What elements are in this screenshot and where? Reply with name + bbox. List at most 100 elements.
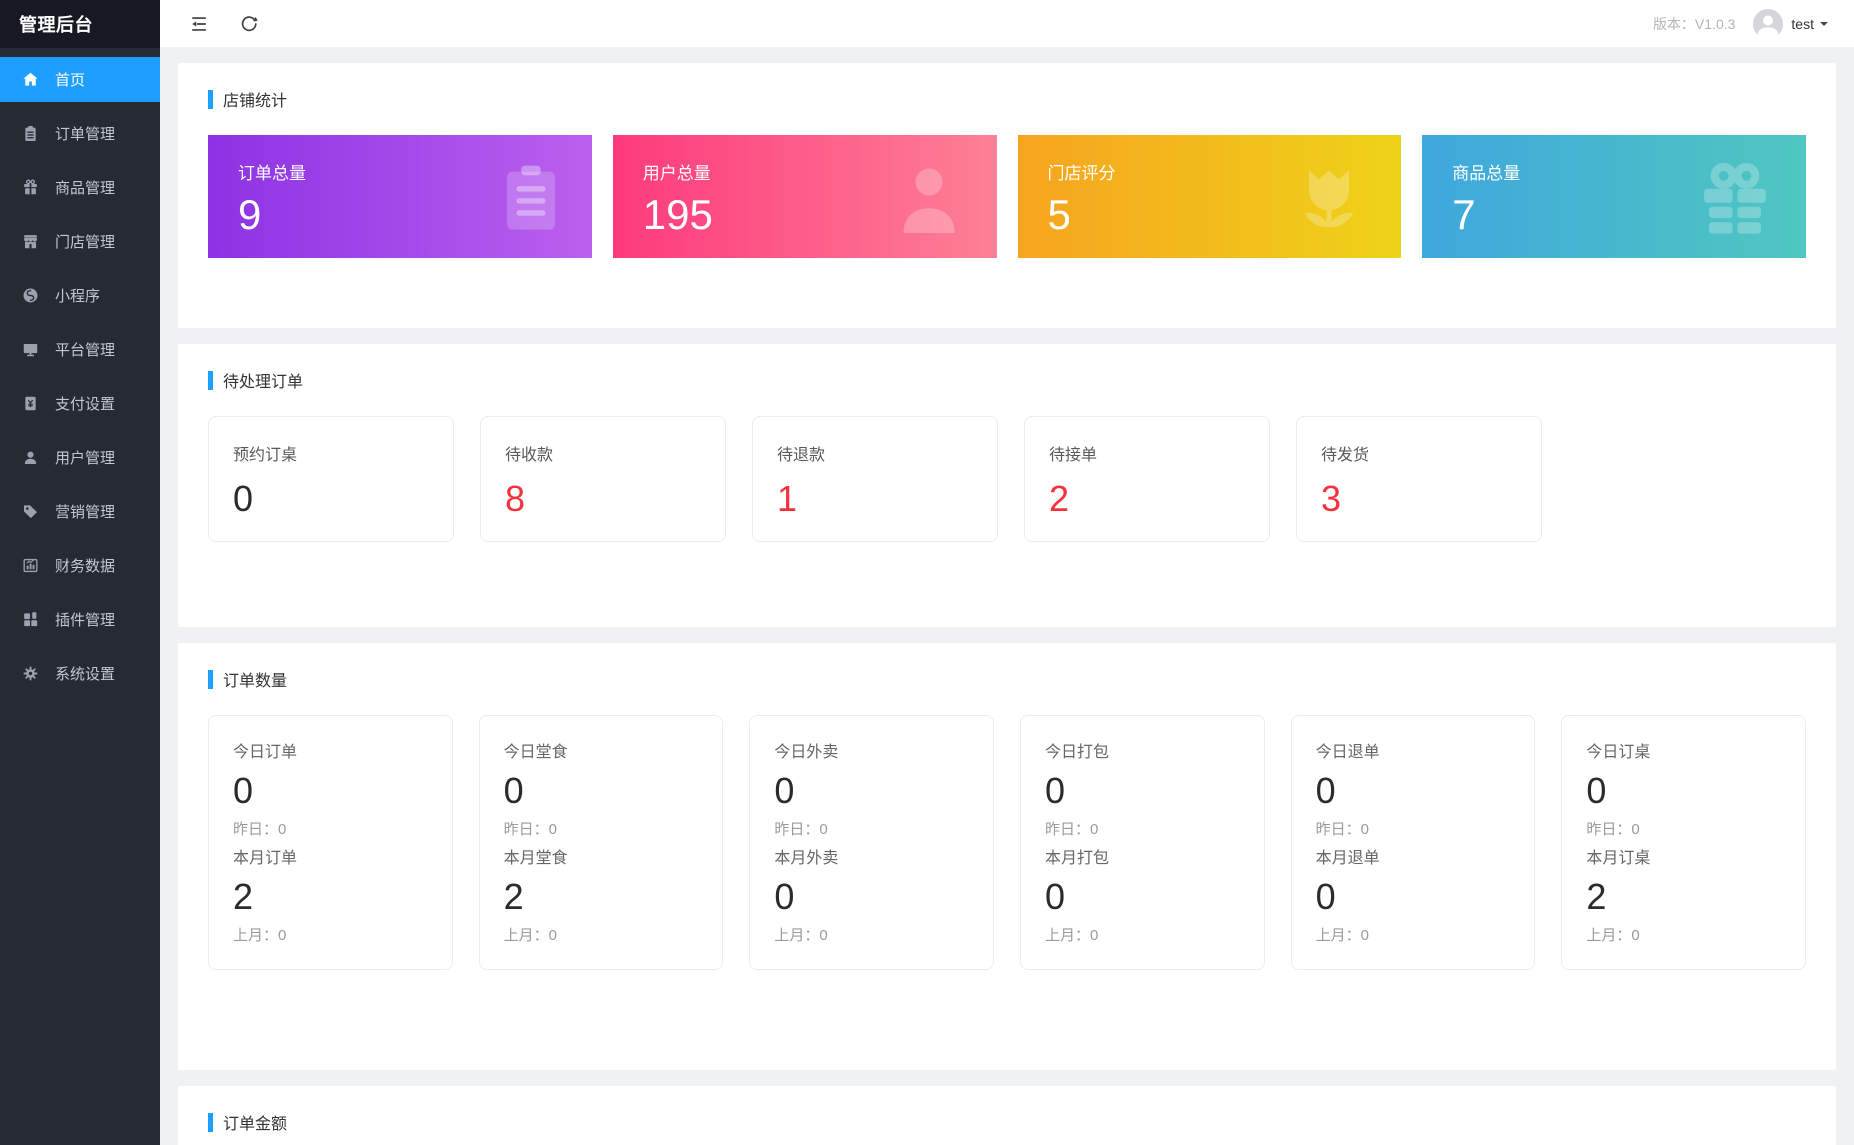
sidebar-item-label: 订单管理 bbox=[55, 126, 116, 143]
pending-card-awaiting-accept: 待接单 2 bbox=[1024, 416, 1270, 542]
chart-icon bbox=[21, 556, 40, 575]
count-yesterday: 昨日：0 bbox=[233, 821, 287, 838]
count-card-today-dinein: 今日堂食 0 昨日：0 本月堂食 2 上月：0 bbox=[478, 715, 724, 970]
count-month-value: 0 bbox=[774, 876, 795, 917]
sidebar-item-label: 门店管理 bbox=[55, 234, 116, 251]
count-value: 0 bbox=[774, 770, 795, 811]
sidebar-item-label: 首页 bbox=[55, 72, 86, 89]
count-card-today-tables: 今日订桌 0 昨日：0 本月订桌 2 上月：0 bbox=[1561, 715, 1806, 970]
count-card-today-refunds: 今日退单 0 昨日：0 本月退单 0 上月：0 bbox=[1290, 715, 1536, 970]
count-last-month: 上月：0 bbox=[1586, 927, 1640, 944]
count-month-value: 2 bbox=[233, 876, 254, 917]
section-title-order-counts: 订单数量 bbox=[208, 667, 1806, 691]
refresh-icon[interactable] bbox=[236, 11, 262, 37]
pending-label: 待收款 bbox=[505, 447, 554, 464]
count-month-label: 本月堂食 bbox=[503, 850, 568, 867]
count-card-today-packed: 今日打包 0 昨日：0 本月打包 0 上月：0 bbox=[1020, 715, 1265, 970]
user-icon bbox=[21, 448, 40, 467]
count-month-label: 本月订桌 bbox=[1586, 850, 1651, 867]
blocks-icon bbox=[21, 610, 40, 629]
pending-label: 待退款 bbox=[777, 447, 826, 464]
section-title-order-amounts: 订单金额 bbox=[208, 1110, 1806, 1134]
pending-card-awaiting-payment: 待收款 8 bbox=[480, 416, 726, 542]
stat-card-store-rating: 门店评分 5 bbox=[1017, 135, 1402, 258]
gear-icon bbox=[21, 664, 40, 683]
tag-icon bbox=[21, 502, 40, 521]
pending-value: 2 bbox=[1049, 478, 1070, 519]
section-title-bar bbox=[208, 669, 213, 689]
count-label: 今日订桌 bbox=[1586, 744, 1651, 761]
count-last-month: 上月：0 bbox=[1315, 927, 1369, 944]
section-title-pending: 待处理订单 bbox=[208, 368, 1806, 392]
count-value: 0 bbox=[1586, 770, 1607, 811]
version-label: 版本：V1.0.3 bbox=[1652, 15, 1736, 32]
count-card-today-takeout: 今日外卖 0 昨日：0 本月外卖 0 上月：0 bbox=[749, 715, 994, 970]
count-label: 今日堂食 bbox=[503, 744, 568, 761]
section-title-bar bbox=[208, 1112, 213, 1132]
stat-card-goods-total: 商品总量 7 bbox=[1422, 135, 1806, 258]
count-yesterday: 昨日：0 bbox=[503, 821, 557, 838]
section-title-bar bbox=[208, 370, 213, 390]
stat-value: 7 bbox=[1452, 191, 1476, 238]
clipboard-icon bbox=[21, 124, 40, 143]
order-count-grid: 今日订单 0 昨日：0 本月订单 2 上月：0 今日堂食 0 昨日：0 本月堂食… bbox=[208, 715, 1806, 970]
stat-card-user-total: 用户总量 195 bbox=[612, 135, 997, 258]
count-yesterday: 昨日：0 bbox=[1315, 821, 1369, 838]
sidebar-item-payment[interactable]: 支付设置 bbox=[0, 381, 160, 426]
miniapp-icon bbox=[21, 286, 40, 305]
person-icon bbox=[903, 168, 954, 233]
sidebar-item-stores[interactable]: 门店管理 bbox=[0, 219, 160, 264]
count-label: 今日订单 bbox=[233, 744, 298, 761]
count-month-value: 2 bbox=[1586, 876, 1607, 917]
sidebar-item-orders[interactable]: 订单管理 bbox=[0, 111, 160, 156]
sidebar-item-label: 营销管理 bbox=[55, 504, 116, 521]
stat-label: 用户总量 bbox=[642, 164, 711, 183]
count-month-value: 0 bbox=[1315, 876, 1336, 917]
stat-label: 门店评分 bbox=[1047, 164, 1116, 183]
pending-label: 待接单 bbox=[1049, 447, 1098, 464]
stat-card-grid: 订单总量 9 用户总量 195 门店评分 5 bbox=[208, 135, 1806, 258]
flower-icon bbox=[1305, 169, 1354, 227]
sidebar-item-finance[interactable]: 财务数据 bbox=[0, 543, 160, 588]
sidebar-item-platform[interactable]: 平台管理 bbox=[0, 327, 160, 372]
app-logo: 管理后台 bbox=[0, 0, 160, 48]
main-column: 版本：V1.0.3 test 店铺统计 订单总量 9 bbox=[160, 0, 1854, 1145]
count-value: 0 bbox=[1315, 770, 1336, 811]
pending-card-reserved-table: 预约订桌 0 bbox=[208, 416, 454, 542]
section-title-text: 店铺统计 bbox=[223, 93, 288, 110]
sidebar-item-goods[interactable]: 商品管理 bbox=[0, 165, 160, 210]
count-month-value: 2 bbox=[503, 876, 524, 917]
count-month-label: 本月订单 bbox=[233, 850, 298, 867]
stat-card-order-total: 订单总量 9 bbox=[208, 135, 592, 258]
count-month-label: 本月打包 bbox=[1045, 850, 1110, 867]
collapse-sidebar-icon[interactable] bbox=[186, 11, 212, 37]
count-last-month: 上月：0 bbox=[1045, 927, 1099, 944]
count-month-value: 0 bbox=[1045, 876, 1066, 917]
chevron-down-icon[interactable] bbox=[1820, 22, 1828, 30]
gift-icon bbox=[1704, 162, 1766, 234]
pending-card-awaiting-ship: 待发货 3 bbox=[1296, 416, 1542, 542]
sidebar-item-plugins[interactable]: 插件管理 bbox=[0, 597, 160, 642]
sidebar-item-marketing[interactable]: 营销管理 bbox=[0, 489, 160, 534]
sidebar-item-label: 支付设置 bbox=[55, 396, 116, 413]
section-title-shop-stats: 店铺统计 bbox=[208, 87, 1806, 111]
avatar[interactable] bbox=[1753, 8, 1784, 39]
pending-value: 8 bbox=[505, 478, 526, 519]
sidebar-item-settings[interactable]: 系统设置 bbox=[0, 651, 160, 696]
sidebar-item-miniapp[interactable]: 小程序 bbox=[0, 273, 160, 318]
pending-label: 预约订桌 bbox=[233, 447, 298, 464]
section-title-bar bbox=[208, 89, 213, 109]
panel-order-amounts: 订单金额 今日成交 ¥0 昨日：¥0 本月成交 ¥2 上月：¥0 今日退款 ¥0 bbox=[178, 1086, 1836, 1145]
dashboard-content: 店铺统计 订单总量 9 用户总量 195 门店评分 bbox=[160, 48, 1854, 1145]
sidebar: 管理后台 首页 订单管理 商品管理 bbox=[0, 0, 160, 1145]
stat-value: 5 bbox=[1047, 191, 1071, 238]
sidebar-item-home[interactable]: 首页 bbox=[0, 57, 160, 102]
store-icon bbox=[21, 232, 40, 251]
section-title-text: 待处理订单 bbox=[223, 374, 304, 391]
count-yesterday: 昨日：0 bbox=[774, 821, 828, 838]
stat-value: 9 bbox=[238, 191, 262, 238]
user-menu[interactable]: test bbox=[1791, 15, 1814, 32]
sidebar-item-label: 系统设置 bbox=[55, 666, 116, 683]
sidebar-item-users[interactable]: 用户管理 bbox=[0, 435, 160, 480]
